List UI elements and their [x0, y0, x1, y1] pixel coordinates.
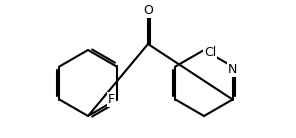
Text: Cl: Cl [204, 47, 216, 59]
Text: O: O [143, 3, 153, 17]
Text: F: F [108, 93, 115, 106]
Text: N: N [228, 63, 237, 76]
